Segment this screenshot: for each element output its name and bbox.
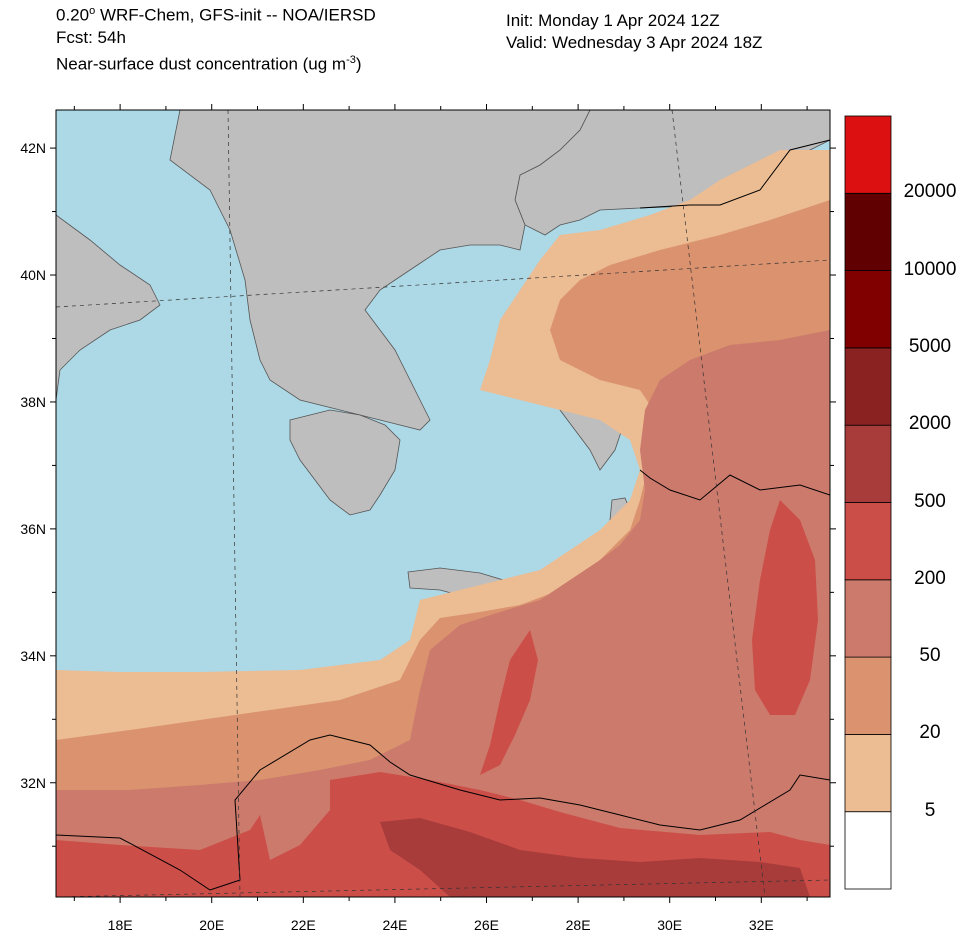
colorbar-label: 200 <box>914 567 946 589</box>
dust-band-200-a <box>752 500 818 715</box>
dust-band-50 <box>56 330 830 897</box>
colorbar-label: 10000 <box>903 258 957 280</box>
lon-tick-label: 18E <box>108 917 133 933</box>
forecast-hour: Fcst: 54h <box>56 27 126 47</box>
colorbar-swatch <box>844 656 892 735</box>
lat-tick-label: 38N <box>20 394 46 410</box>
time-info: Init: Monday 1 Apr 2024 12Z Valid: Wedne… <box>506 10 762 54</box>
lon-tick-label: 24E <box>382 917 407 933</box>
lat-tick-label: 36N <box>20 521 46 537</box>
dust-band-500 <box>380 818 810 897</box>
colorbar-label: 50 <box>919 645 941 667</box>
lat-tick-label: 42N <box>20 140 46 156</box>
lat-tick-label: 34N <box>20 648 46 664</box>
lon-tick-label: 20E <box>199 917 224 933</box>
valid-time: Valid: Wednesday 3 Apr 2024 18Z <box>506 33 763 52</box>
init-time: Init: Monday 1 Apr 2024 12Z <box>506 11 720 30</box>
variable-title: Near-surface dust concentration (ug m-3) <box>56 53 362 74</box>
lat-tick-label: 32N <box>20 775 46 791</box>
model-title: 0.20o WRF-Chem, GFS-init -- NOA/IERSD <box>56 5 376 25</box>
lon-tick-label: 26E <box>474 917 499 933</box>
colorbar-swatch <box>844 811 892 890</box>
coastlines <box>56 139 830 891</box>
axis-ticks: 42N 40N 38N 36N 34N 32N 18E 20E 22E 24E 26E 28E 30E 3… <box>20 104 836 933</box>
colorbar-label: 20000 <box>903 181 957 203</box>
colorbar-swatch <box>844 502 892 581</box>
colorbar-swatch <box>844 734 892 813</box>
lat-tick-label: 40N <box>20 267 46 283</box>
colorbar-swatch <box>844 192 892 272</box>
colorbar-label: 20 <box>919 722 941 744</box>
colorbar-label: 500 <box>914 490 946 512</box>
colorbar-swatch <box>844 115 892 194</box>
colorbar-swatch <box>844 347 892 426</box>
lon-tick-label: 32E <box>749 917 774 933</box>
colorbar-swatch <box>844 270 892 349</box>
graticule <box>56 110 830 897</box>
colorbar <box>844 115 892 890</box>
map-title-block: 0.20o WRF-Chem, GFS-init -- NOA/IERSD Fc… <box>56 0 376 75</box>
dust-band-200-b <box>480 630 538 775</box>
lon-tick-label: 28E <box>566 917 591 933</box>
colorbar-label: 2000 <box>908 413 952 435</box>
lon-tick-label: 22E <box>291 917 316 933</box>
colorbar-label: 5 <box>924 799 936 821</box>
map-frame <box>55 109 831 898</box>
map-area <box>56 110 830 897</box>
dust-contours <box>56 150 830 897</box>
colorbar-swatch <box>844 424 892 503</box>
colorbar-swatch <box>844 579 892 658</box>
lon-tick-label: 30E <box>657 917 682 933</box>
colorbar-label: 5000 <box>908 335 952 357</box>
